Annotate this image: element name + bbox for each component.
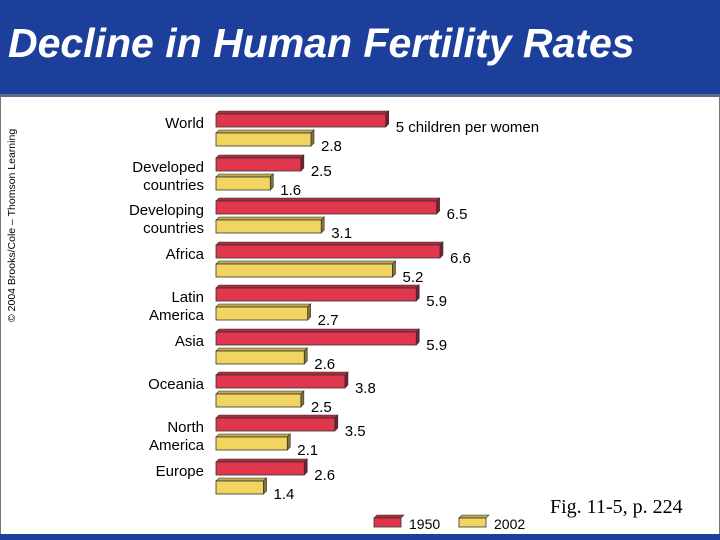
bar-side-face [439,241,444,259]
bar-side-face [415,284,420,302]
bar-top-face [215,197,441,202]
bar-top-face [215,458,308,463]
data-label: 2.8 [321,138,342,155]
category-label: World [165,115,204,132]
category-label: America [149,437,205,454]
bar-2002 [215,263,393,278]
bar-top-face [215,303,312,308]
data-label: 2.5 [311,163,332,180]
bar-1950 [215,287,417,302]
category-label: countries [143,177,204,194]
category-label: America [149,307,205,324]
category-label: countries [143,220,204,237]
bar-1950 [215,200,438,215]
legend-swatch-2002 [458,517,487,528]
bar-side-face [286,433,291,451]
bar-1950 [215,113,387,128]
category-label: Latin [171,289,204,306]
data-label: 2.7 [318,312,339,329]
bar-side-face [334,414,339,432]
bar-side-face [320,216,325,234]
bar-2002 [215,350,305,365]
bar-side-face [300,390,305,408]
bar-2002 [215,436,288,451]
data-label: 5.2 [402,269,423,286]
bar-1950 [215,244,441,259]
bar-2002 [215,306,309,321]
category-label: Developing [129,202,204,219]
bar-2002 [215,480,264,495]
bar-top-face [215,371,349,376]
data-label: 3.1 [331,225,352,242]
data-label: 6.6 [450,250,471,267]
bar-1950 [215,417,336,432]
data-label: 6.5 [447,206,468,223]
data-label: 2.6 [314,356,335,373]
legend-label: 1950 [409,516,440,532]
bar-top-face [215,110,390,115]
slide-title: Decline in Human Fertility Rates [8,20,635,66]
bar-top-face [215,284,420,289]
bar-top-face [215,328,420,333]
data-label: 2.5 [311,399,332,416]
data-label: 5.9 [426,337,447,354]
bar-top-face [215,241,444,246]
data-label: 5.9 [426,293,447,310]
bar-side-face [344,371,349,389]
bar-2002 [215,393,302,408]
bar-side-face [385,110,389,128]
category-label: Asia [175,333,205,350]
data-label: 1.4 [274,486,295,503]
data-label: 2.6 [314,467,335,484]
category-label: Europe [156,463,204,480]
bar-top-face [215,173,275,178]
data-label: 3.5 [345,423,366,440]
slide-header: Decline in Human Fertility Rates [0,0,720,94]
bar-2002 [215,176,271,191]
bar-side-face [303,458,308,476]
data-label: 5 children per women [396,119,539,136]
bar-side-face [307,303,311,321]
legend-label: 2002 [494,516,525,532]
bar-side-face [263,477,267,495]
bar-1950 [215,461,305,476]
bar-1950 [215,157,302,172]
bar-side-face [415,328,420,346]
bar-top-face [215,390,305,395]
bar-top-face [215,154,305,159]
bar-top-face [215,129,315,134]
bar-side-face [270,173,274,191]
figure-caption: Fig. 11-5, p. 224 [550,496,683,518]
chart-panel [0,94,720,539]
data-label: 3.8 [355,380,376,397]
legend-swatch-top [373,514,405,519]
legend-swatch-top [458,514,490,519]
bar-top-face [215,433,291,438]
category-label: North [167,419,204,436]
bar-side-face [303,347,308,365]
bar-top-face [215,477,268,482]
bar-top-face [215,216,325,221]
category-label: Developed [132,159,204,176]
bar-2002 [215,132,312,147]
bar-side-face [310,129,315,147]
legend-swatch-1950 [373,517,402,528]
bar-side-face [436,197,440,215]
category-label: Oceania [148,376,205,393]
bar-top-face [215,347,308,352]
bar-top-face [215,414,339,419]
bar-side-face [300,154,305,172]
category-label: Africa [166,246,205,263]
bar-1950 [215,331,417,346]
bar-2002 [215,219,322,234]
bottom-bar [0,534,720,540]
bar-side-face [392,260,396,278]
bar-top-face [215,260,397,265]
bar-1950 [215,374,346,389]
data-label: 2.1 [297,442,318,459]
data-label: 1.6 [280,182,301,199]
